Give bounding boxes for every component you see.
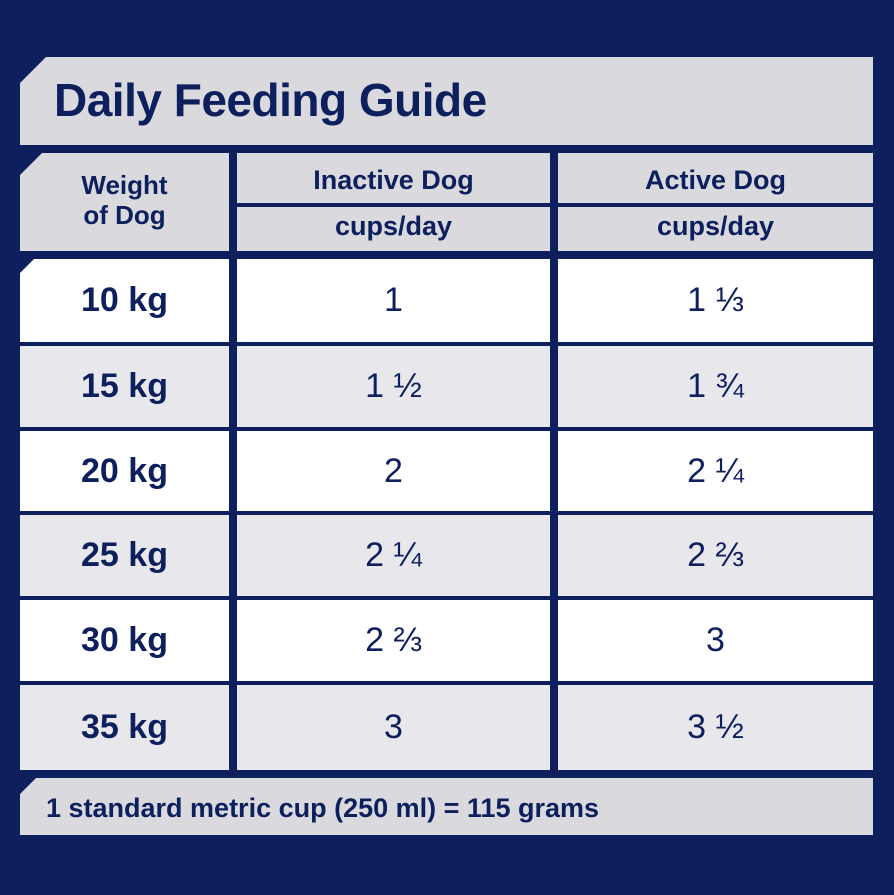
table-row-active-cell xyxy=(558,346,873,427)
header-weight-cell xyxy=(20,153,229,251)
header-active-title: Active Dog xyxy=(644,165,787,195)
table-row-weight-cell xyxy=(20,600,229,681)
table-row-active: 1 ⅓ xyxy=(687,281,744,319)
table-row-weight: 10 kg xyxy=(81,281,168,319)
table-row-inactive: 2 ⅔ xyxy=(365,621,422,659)
header-weight-label: Weight of Dog xyxy=(20,170,229,230)
table-row-inactive: 2 ¼ xyxy=(365,536,422,574)
table-row-weight: 35 kg xyxy=(81,708,168,746)
table-row-active: 2 ¼ xyxy=(687,452,744,490)
table-row-active: 2 ⅔ xyxy=(687,536,744,574)
header-weight-line: Weight xyxy=(81,170,168,200)
header-weight-line: of Dog xyxy=(83,200,166,230)
table-row-inactive: 2 xyxy=(384,452,403,490)
table-row-active: 3 xyxy=(706,621,725,659)
table-row-inactive-cell xyxy=(237,431,550,511)
table-row-weight: 15 kg xyxy=(81,367,168,405)
header-inactive-title: Inactive Dog xyxy=(313,165,474,195)
table-row-weight-cell xyxy=(20,685,229,770)
table-row-active-cell xyxy=(558,600,873,681)
table-row-weight-cell xyxy=(20,346,229,427)
table-row-inactive-cell xyxy=(237,515,550,596)
table-row-weight: 30 kg xyxy=(81,621,168,659)
table-row-weight: 20 kg xyxy=(81,452,168,490)
header-inactive-unit-cell xyxy=(237,207,550,251)
title-bar xyxy=(20,57,873,145)
table-row-active-cell xyxy=(558,685,873,770)
page-title: Daily Feeding Guide xyxy=(54,74,487,126)
table-row-active: 1 ¾ xyxy=(687,367,744,405)
table-row-weight-cell xyxy=(20,259,229,342)
table-row-inactive: 3 xyxy=(384,708,403,746)
table-row-active: 3 ½ xyxy=(687,708,744,746)
header-inactive-cell xyxy=(237,153,550,203)
table-row-inactive-cell xyxy=(237,259,550,342)
table-row-active-cell xyxy=(558,259,873,342)
header-active-unit: cups/day xyxy=(656,211,775,241)
table-row-inactive-cell xyxy=(237,346,550,427)
table-row-inactive-cell xyxy=(237,685,550,770)
table-row-weight-cell xyxy=(20,431,229,511)
footer-note: 1 standard metric cup (250 ml) = 115 gra… xyxy=(46,793,599,823)
table-row-weight: 25 kg xyxy=(81,536,168,574)
header-inactive-unit: cups/day xyxy=(334,211,453,241)
header-active-cell xyxy=(558,153,873,203)
table-row-active-cell xyxy=(558,431,873,511)
header-active-unit-cell xyxy=(558,207,873,251)
table-row-inactive: 1 ½ xyxy=(365,367,422,405)
table-row-weight-cell xyxy=(20,515,229,596)
table-row-inactive-cell xyxy=(237,600,550,681)
footer-bar xyxy=(20,778,873,835)
table-row-inactive: 1 xyxy=(384,281,403,319)
table-row-active-cell xyxy=(558,515,873,596)
